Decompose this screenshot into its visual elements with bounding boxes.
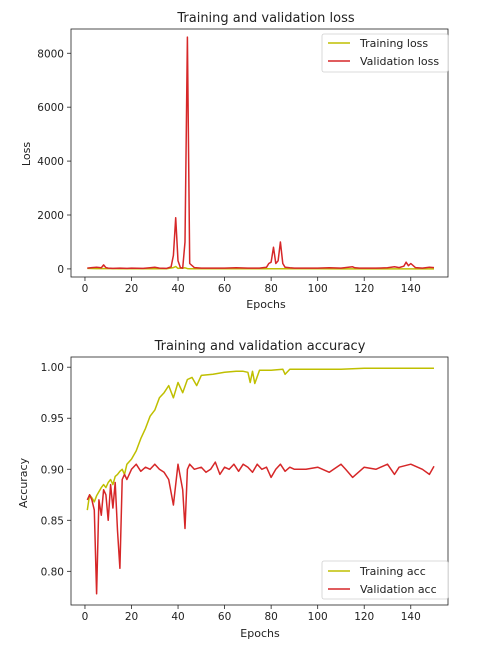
chart-title: Training and validation loss — [176, 11, 354, 26]
y-tick-label: 8000 — [37, 48, 64, 60]
x-tick-label: 0 — [82, 283, 89, 295]
legend: Training acc Validation acc — [322, 561, 448, 599]
chart-title: Training and validation accuracy — [154, 339, 366, 354]
x-tick-label: 140 — [401, 283, 421, 295]
series-line-training-acc — [87, 368, 434, 510]
y-tick-label: 0.90 — [41, 464, 64, 476]
x-axis-label: Epochs — [246, 298, 286, 311]
y-tick-label: 0 — [57, 264, 64, 276]
x-tick-label: 60 — [218, 283, 231, 295]
y-tick-label: 0.80 — [41, 566, 64, 578]
x-tick-label: 20 — [125, 611, 138, 623]
x-tick-label: 140 — [401, 611, 421, 623]
legend-label-validation-loss: Validation loss — [360, 55, 439, 68]
x-tick-label: 0 — [82, 611, 89, 623]
x-tick-label: 120 — [354, 611, 374, 623]
x-tick-label: 60 — [218, 611, 231, 623]
x-tick-label: 100 — [308, 611, 328, 623]
y-tick-label: 0.95 — [41, 413, 64, 425]
loss-chart: Training and validation loss Epochs Loss… — [20, 11, 448, 311]
x-axis-label: Epochs — [240, 627, 280, 640]
y-tick-label: 2000 — [37, 210, 64, 222]
y-axis-label: Loss — [20, 142, 33, 166]
y-axis-label: Accuracy — [17, 457, 30, 508]
y-tick-label: 0.85 — [41, 515, 64, 527]
legend: Training loss Validation loss — [322, 34, 448, 72]
legend-label-training-loss: Training loss — [359, 37, 428, 50]
y-tick-label: 1.00 — [41, 362, 64, 374]
x-tick-label: 120 — [354, 283, 374, 295]
y-tick-label: 4000 — [37, 156, 64, 168]
x-tick-label: 100 — [308, 283, 328, 295]
x-tick-label: 40 — [171, 611, 184, 623]
accuracy-chart: Training and validation accuracy Epochs … — [17, 339, 448, 640]
legend-label-training-acc: Training acc — [359, 565, 426, 578]
x-tick-label: 20 — [125, 283, 138, 295]
x-tick-label: 80 — [264, 283, 277, 295]
x-tick-label: 80 — [264, 611, 277, 623]
y-tick-label: 6000 — [37, 102, 64, 114]
x-tick-label: 40 — [171, 283, 184, 295]
legend-label-validation-acc: Validation acc — [360, 583, 437, 596]
